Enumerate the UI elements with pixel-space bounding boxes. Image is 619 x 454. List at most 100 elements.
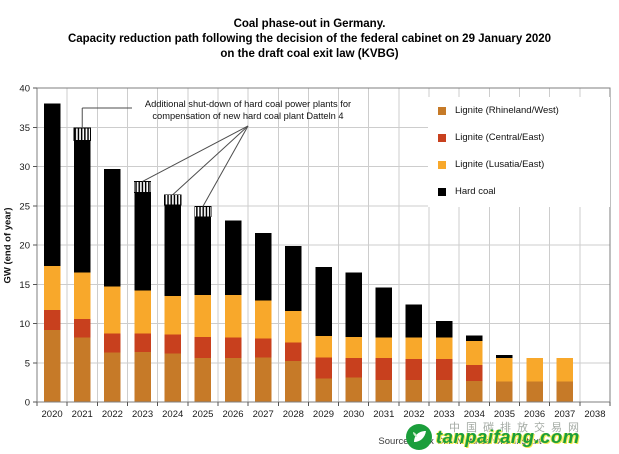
bar-segment <box>496 354 513 359</box>
bar-segment <box>43 329 61 402</box>
x-tick-label: 2028 <box>283 409 304 420</box>
bar-segment <box>73 318 91 338</box>
bar-segment <box>375 380 393 402</box>
x-tick-label: 2030 <box>343 409 364 420</box>
x-tick-label: 2023 <box>132 409 153 420</box>
legend-item-lignite-rhineland: Lignite (Rhineland/West) <box>428 97 610 124</box>
chart-title: Coal phase-out in Germany. Capacity redu… <box>0 17 619 62</box>
x-tick-label: 2029 <box>313 409 334 420</box>
legend-item-lignite-lusatia: Lignite (Lusatia/East) <box>428 151 610 178</box>
bar-2020 <box>43 103 61 402</box>
bar-segment <box>466 335 483 341</box>
x-tick-label: 2021 <box>72 409 93 420</box>
annotation-line1: Additional shut-down of hard coal power … <box>144 99 352 109</box>
bar-2036 <box>526 358 543 402</box>
bar-segment <box>435 358 453 381</box>
x-tick-label: 2037 <box>554 409 575 420</box>
bar-segment <box>164 204 181 297</box>
bar-segment <box>73 337 91 402</box>
bar-segment <box>104 168 121 287</box>
y-tick-label: 40 <box>19 84 30 95</box>
bar-segment <box>164 334 181 354</box>
watermark-cjk-text: 中国碳排放交易网 <box>449 421 585 434</box>
bar-segment <box>405 380 423 402</box>
bar-2027 <box>254 233 272 402</box>
bar-segment <box>496 358 513 382</box>
bar-segment <box>254 300 272 339</box>
bar-segment <box>224 220 242 296</box>
bar-segment <box>496 381 513 402</box>
bar-2033 <box>435 321 453 402</box>
bar-segment <box>466 380 483 402</box>
bar-segment <box>435 380 453 402</box>
x-tick-label: 2035 <box>494 409 515 420</box>
bar-segment <box>104 333 121 353</box>
bar-segment <box>194 216 212 296</box>
y-tick-label: 0 <box>25 398 30 409</box>
y-tick-label: 25 <box>19 201 30 212</box>
x-tick-label: 2024 <box>162 409 183 420</box>
annotation-line2: compensation of new hard coal plant Datt… <box>152 110 344 121</box>
bar-segment <box>435 321 453 338</box>
annotation-text: Additional shut-down of hard coal power … <box>128 99 368 122</box>
bar-segment <box>224 337 242 359</box>
chart-title-line2: Capacity reduction path following the de… <box>67 33 552 45</box>
bar-segment <box>556 358 574 382</box>
bar-segment <box>315 357 332 379</box>
bar-segment <box>526 358 543 382</box>
legend-label: Lignite (Lusatia/East) <box>455 159 545 170</box>
bar-2028 <box>285 245 302 402</box>
bars <box>43 103 574 402</box>
bar-2024 <box>164 194 182 402</box>
x-tick-label: 2027 <box>253 409 274 420</box>
bar-segment <box>194 336 212 359</box>
bar-segment <box>73 140 91 273</box>
y-tick-label: 35 <box>19 123 30 134</box>
bar-segment <box>133 181 152 193</box>
bar-segment <box>285 342 302 362</box>
x-tick-label: 2031 <box>373 409 394 420</box>
bar-segment <box>43 103 61 267</box>
bar-segment <box>345 358 362 378</box>
x-tick-label: 2038 <box>584 409 605 420</box>
bar-segment <box>164 296 181 335</box>
bar-2026 <box>224 220 242 402</box>
legend-item-hard-coal: Hard coal <box>428 178 610 205</box>
bar-segment <box>526 381 543 402</box>
bar-segment <box>405 358 423 381</box>
y-tick-label: 10 <box>19 319 30 330</box>
bar-2031 <box>375 287 393 402</box>
bar-segment <box>104 352 121 402</box>
bar-segment <box>285 245 302 311</box>
chart-title-line3: on the draft coal exit law (KVBG) <box>220 48 399 60</box>
bar-segment <box>164 353 181 402</box>
bar-segment <box>435 337 453 359</box>
bar-segment <box>345 336 362 359</box>
bar-segment <box>134 290 151 334</box>
bar-2025 <box>194 206 212 402</box>
x-tick-label: 2025 <box>192 409 213 420</box>
legend-marker-lignite-rhineland <box>438 106 446 115</box>
legend-marker-lignite-central <box>438 133 446 142</box>
bar-segment <box>466 340 483 366</box>
bar-segment <box>194 295 212 337</box>
bar-segment <box>43 310 61 330</box>
bar-2029 <box>315 266 332 402</box>
watermark-site-text: tanpaifang.com <box>436 426 580 447</box>
bar-2035 <box>496 354 513 402</box>
bar-segment <box>254 233 272 301</box>
bar-segment <box>345 272 362 337</box>
bar-segment <box>345 377 362 402</box>
bar-2023 <box>133 181 152 402</box>
bar-2030 <box>345 272 362 402</box>
bar-2034 <box>466 335 483 402</box>
bar-2037 <box>556 358 574 402</box>
y-axis-title: GW (end of year) <box>2 207 14 284</box>
bar-segment <box>43 266 61 311</box>
y-tick-label: 5 <box>25 358 30 369</box>
watermark-logo-icon <box>405 423 433 451</box>
bar-segment <box>285 310 302 343</box>
bar-segment <box>224 358 242 402</box>
